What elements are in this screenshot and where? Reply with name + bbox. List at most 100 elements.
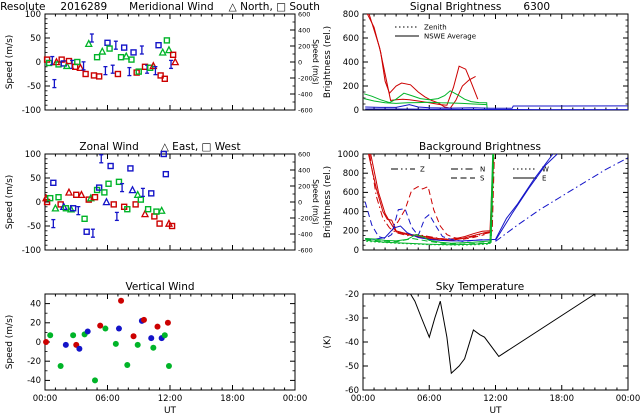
scatter-point-circle: [164, 319, 171, 326]
y-tick-label: 200: [343, 227, 359, 237]
scatter-point-square: [55, 194, 62, 201]
scatter-point-errorbar: [90, 228, 95, 238]
scatter-point-square: [85, 196, 92, 203]
y-tick-label: 0: [36, 58, 41, 68]
y-tick-label: -50: [27, 222, 41, 232]
scatter-point-square: [137, 196, 145, 203]
scatter-point-square: [120, 44, 128, 51]
wavelength-label: 6300: [523, 1, 551, 13]
scatter-point-square: [169, 51, 177, 58]
y-tick-label: 1000: [337, 150, 359, 160]
y2-axis-title: Speed (m/s): [311, 179, 320, 225]
scatter-point-triangle: [51, 203, 60, 212]
scatter-point-circle: [84, 328, 91, 335]
plot-frame: [362, 293, 629, 391]
y-tick-label: 50: [30, 34, 41, 44]
y2-tick-label: 200: [298, 182, 310, 190]
meridional-wind-chart: -100 -50 0 50 100 Speed (m/s) -600 -400 -200 0 200…: [5, 10, 320, 116]
scatter-point-circle: [115, 325, 122, 332]
scatter-point-square: [91, 194, 99, 201]
panel-title-meridional-wind: Resolute 2016289 Meridional Wind △ North, □…: [0, 1, 320, 13]
scatter-point-square: [101, 189, 108, 196]
scatter-point-triangle: [128, 185, 137, 194]
scatter-point-errorbar: [89, 33, 94, 43]
scatter-point-circle: [161, 332, 168, 339]
scatter-point-square: [69, 205, 77, 212]
y2-tick-label: -200: [298, 74, 313, 82]
scatter-point-triangle: [84, 39, 93, 48]
scatter-point-circle: [47, 332, 54, 339]
scatter-point-square: [128, 56, 135, 63]
scatter-point-square: [135, 68, 142, 75]
scatter-point-square: [93, 54, 101, 61]
scatter-point-errorbar: [51, 218, 56, 229]
y2-tick-label: 400: [298, 26, 310, 34]
scatter-point-square: [160, 150, 167, 158]
scatter-point-square: [132, 201, 139, 208]
scatter-point-errorbar: [127, 66, 132, 77]
y-tick-label: 0: [354, 106, 359, 116]
background-brightness-chart: 0 200 400 600 800 1000 Brightness (rel.) Z NS WE: [323, 150, 629, 256]
y2-tick-label: 0: [298, 198, 302, 206]
scatter-point-square: [148, 190, 155, 197]
data-series: [495, 157, 629, 242]
sky-temperature-title: Sky Temperature: [435, 281, 525, 293]
scatter-point-square: [104, 39, 111, 46]
y-tick-label: 200: [343, 82, 359, 92]
scatter-point-square: [130, 49, 137, 56]
data-series: [366, 153, 494, 246]
date-code: 2016289: [60, 1, 108, 13]
signal-brightness-title: Signal Brightness: [409, 1, 502, 13]
scatter-point-square: [124, 205, 131, 213]
panel-title-sky-temperature: Sky Temperature: [320, 281, 640, 293]
scatter-point-circle: [97, 322, 104, 329]
panel-title-vertical-wind: Vertical Wind: [0, 281, 320, 293]
scatter-point-square: [115, 178, 123, 186]
scatter-point-square: [155, 42, 162, 49]
panel-title-background-brightness: Background Brightness: [320, 141, 640, 153]
scatter-point-square: [82, 70, 89, 78]
scatter-point-errorbar: [103, 65, 108, 76]
scatter-point-circle: [118, 297, 125, 304]
y-axis-title: Speed (m/s): [5, 175, 15, 230]
y2-tick-label: 600: [298, 150, 310, 158]
data-series: [370, 153, 495, 241]
y-tick-label: -100: [22, 106, 41, 116]
y2-tick-label: -400: [298, 230, 313, 238]
scatter-point-errorbar: [76, 205, 81, 216]
y2-tick-label: -400: [298, 90, 313, 98]
scatter-point-square: [157, 72, 164, 79]
scatter-point-square: [162, 170, 170, 178]
scatter-point-triangle: [66, 204, 76, 213]
y-tick-label: -30: [345, 314, 359, 324]
scatter-point-circle: [140, 316, 147, 323]
y-axis-title: (K): [323, 336, 333, 349]
y-tick-label: 40: [30, 299, 41, 309]
scatter-point-circle: [154, 323, 161, 330]
x-axis-title: UT: [489, 406, 502, 416]
panel-title-zonal-wind: Zonal Wind △ East, □ West: [0, 141, 320, 153]
y-tick-label: -60: [345, 386, 359, 396]
scatter-point-triangle: [171, 57, 180, 66]
scatter-point-circle: [165, 363, 172, 369]
legend-label: Zenith: [424, 24, 447, 32]
scatter-point-square: [163, 37, 171, 44]
x-axis-title: UT: [164, 406, 177, 416]
scatter-point-errorbar: [140, 187, 145, 198]
y-tick-label: 20: [30, 319, 41, 329]
y2-tick-label: -200: [298, 214, 313, 222]
y-tick-label: -50: [345, 362, 359, 372]
plot-frame: [362, 13, 629, 111]
legend-label: E: [542, 175, 546, 183]
scatter-point-circle: [57, 363, 64, 369]
scatter-point-triangle: [64, 187, 74, 196]
scatter-point-square: [127, 165, 134, 172]
y-tick-label: -50: [27, 82, 41, 92]
y-tick-label: 800: [343, 169, 359, 179]
y-tick-label: -100: [22, 246, 41, 256]
scatter-point-square: [156, 220, 163, 227]
scatter-point-square: [95, 184, 103, 191]
y-tick-label: 800: [343, 10, 359, 20]
data-series: [365, 153, 554, 242]
